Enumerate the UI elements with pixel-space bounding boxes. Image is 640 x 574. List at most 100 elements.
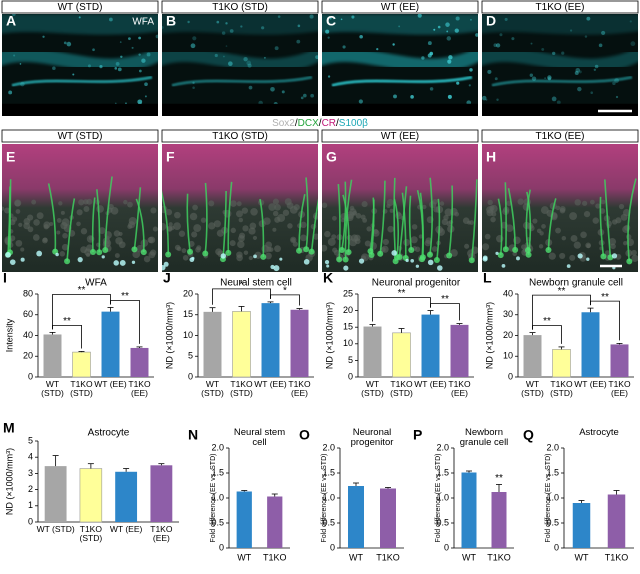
chart-title: Newborn granule cell — [460, 428, 509, 448]
nucleus — [235, 210, 243, 218]
y-tick-label: 2.0 — [211, 442, 224, 452]
x-tick-label: WT (STD) — [361, 380, 384, 398]
nucleus — [282, 209, 290, 216]
significance: ** — [398, 288, 406, 299]
cell — [315, 55, 318, 59]
panel-header: T1KO (STD) — [212, 2, 268, 13]
significance-bracket — [270, 294, 300, 306]
micrograph — [322, 144, 478, 272]
x-tick-label: T1KO — [263, 552, 287, 562]
significance: ** — [121, 291, 129, 302]
s100-cell — [303, 259, 310, 265]
nucleus — [289, 205, 298, 214]
x-tick-label: WT (EE) — [94, 380, 127, 389]
nucleus — [150, 249, 157, 256]
cell — [495, 43, 501, 48]
cell — [109, 17, 113, 22]
dcx-soma — [64, 258, 71, 265]
s100-cell — [253, 254, 257, 259]
x-tick-label: WT (EE) — [254, 380, 287, 389]
x-tick-label: WT (EE) — [254, 380, 287, 389]
nucleus — [362, 217, 368, 223]
y-tick-label: 10 — [183, 330, 193, 340]
chart-title: Neural stem cell — [220, 278, 292, 289]
nucleus — [287, 223, 293, 229]
cell — [192, 81, 195, 85]
bar — [392, 332, 411, 378]
cell — [556, 100, 561, 105]
y-tick-label: 2.0 — [436, 442, 449, 452]
cell — [531, 76, 537, 81]
bar — [450, 324, 469, 377]
x-tick-label: T1KO (EE) — [128, 380, 150, 398]
dcx-soma — [345, 249, 352, 256]
dcx-soma — [187, 248, 194, 255]
nucleus — [152, 226, 158, 232]
cell — [615, 95, 619, 99]
bar — [43, 334, 62, 377]
nucleus — [532, 218, 538, 224]
nucleus — [56, 218, 62, 223]
cell — [225, 45, 228, 47]
cell — [340, 18, 343, 21]
y-tick-label: 3 — [28, 468, 33, 478]
hilus — [171, 75, 313, 87]
cell — [614, 78, 619, 83]
dcx-cell — [222, 190, 227, 260]
nucleus — [505, 224, 514, 232]
nucleus — [36, 212, 44, 220]
y-tick-label: 80 — [23, 288, 33, 298]
cell — [12, 14, 16, 16]
x-tick-label: WT — [575, 552, 589, 562]
y-tick-label: 0 — [554, 542, 559, 552]
panel-letter: L — [483, 270, 492, 286]
nucleus — [213, 220, 221, 228]
bar — [236, 491, 252, 548]
stain-name: / — [319, 118, 322, 129]
dcx-cell — [497, 198, 503, 256]
x-tick-label: T1KO (STD) — [390, 380, 413, 398]
x-tick-label: T1KO (EE) — [150, 525, 173, 543]
micrograph — [322, 14, 478, 116]
panel-letter: O — [299, 427, 310, 443]
cell — [131, 46, 134, 49]
nucleus — [555, 227, 561, 234]
cell — [138, 53, 141, 56]
y-tick-label: 2.0 — [322, 442, 335, 452]
significance-bracket — [372, 297, 431, 322]
significance-bracket — [212, 288, 271, 305]
dcx-cell — [393, 198, 400, 258]
nucleus — [241, 207, 249, 214]
significance: ** — [543, 316, 551, 327]
bar — [607, 494, 626, 548]
cell — [446, 30, 449, 33]
bar — [610, 344, 629, 377]
nucleus — [80, 228, 88, 235]
s100-cell — [437, 265, 443, 271]
stain-legend: Sox2/DCX/CR/S100β — [272, 118, 368, 129]
cell — [629, 20, 632, 23]
dcx-soma — [308, 248, 315, 255]
dcx-cell — [47, 183, 57, 252]
panel-header-box — [481, 0, 639, 14]
cell — [142, 18, 146, 21]
cell — [221, 31, 226, 35]
bar — [421, 314, 440, 377]
nucleus — [31, 199, 37, 205]
panel-letter: B — [166, 13, 176, 29]
cell — [42, 35, 45, 38]
nucleus — [118, 241, 126, 249]
cell — [119, 41, 122, 43]
x-tick-label: WT (STD) — [41, 380, 64, 398]
cell — [447, 59, 452, 64]
s100-cell — [495, 251, 499, 256]
nucleus — [162, 222, 167, 231]
cell — [72, 73, 75, 76]
nucleus — [272, 227, 277, 232]
y-tick-label: 10 — [503, 351, 513, 361]
dcx-soma — [525, 251, 532, 258]
nucleus — [389, 208, 394, 213]
nucleus — [98, 227, 106, 235]
y-tick-label: 0 — [188, 371, 193, 381]
cell — [468, 84, 471, 87]
